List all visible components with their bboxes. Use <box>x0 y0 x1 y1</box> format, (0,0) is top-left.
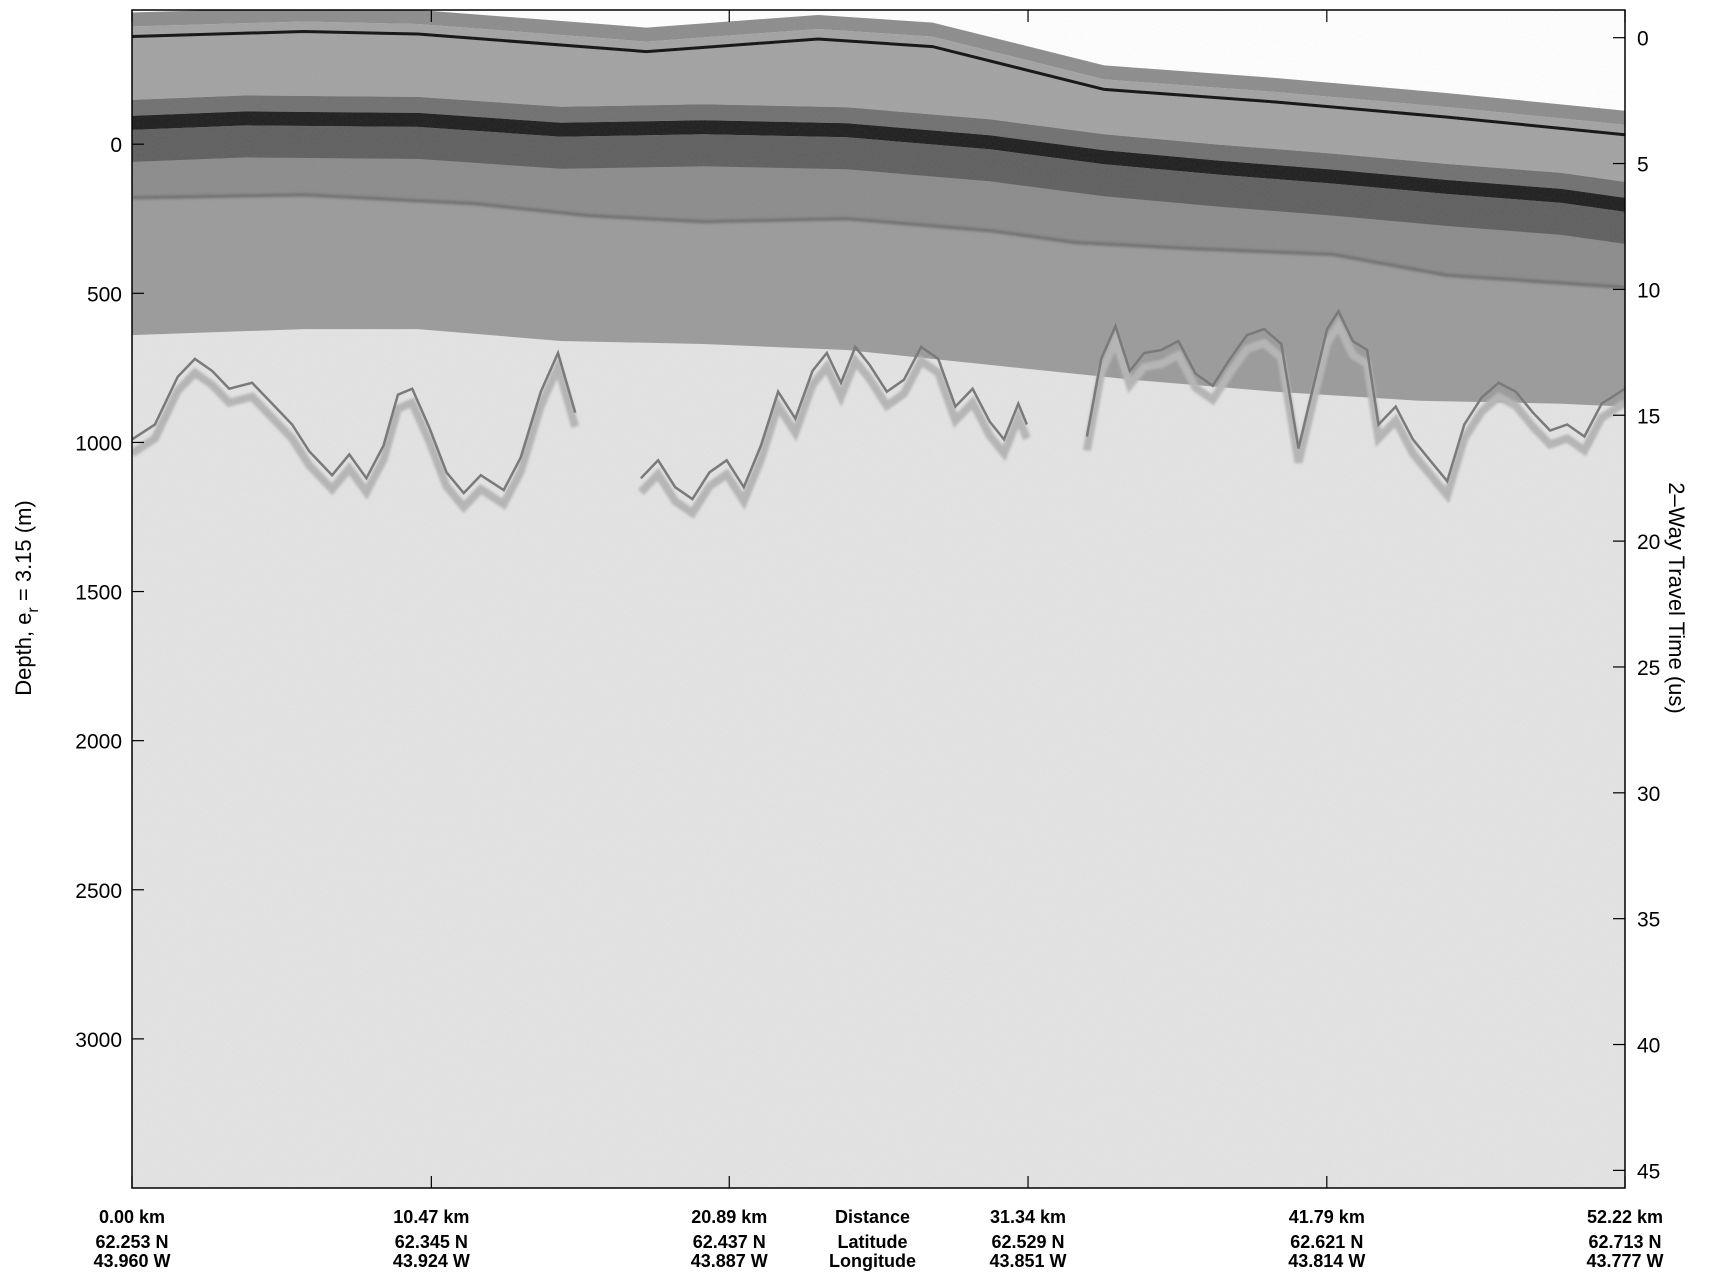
bottom-distance-label: 31.34 km <box>990 1207 1066 1227</box>
bottom-distance-label: 41.79 km <box>1289 1207 1365 1227</box>
left-tick-label: 1500 <box>75 582 122 605</box>
bottom-longitude-label: 43.851 W <box>990 1251 1067 1271</box>
bottom-longitude-label: 43.887 W <box>691 1251 768 1271</box>
bottom-latitude-label: 62.713 N <box>1588 1232 1661 1252</box>
distance-row-title: Distance <box>835 1207 910 1227</box>
bottom-axis <box>131 10 1626 1188</box>
bottom-distance-label: 0.00 km <box>99 1207 165 1227</box>
right-tick-label: 15 <box>1637 405 1660 428</box>
right-tick-label: 5 <box>1637 154 1649 177</box>
bottom-longitude-label: 43.814 W <box>1288 1251 1365 1271</box>
right-tick-label: 20 <box>1637 531 1660 554</box>
bottom-latitude-label: 62.437 N <box>693 1232 766 1252</box>
left-axis: 0 500 1000 1500 2000 2500 3000 <box>75 134 144 1052</box>
left-tick-label: 3000 <box>75 1029 122 1052</box>
bottom-distance-label: 52.22 km <box>1587 1207 1663 1227</box>
radargram-image <box>132 10 1625 1188</box>
bed-echo-halo-1 <box>638 353 1031 519</box>
left-tick-label: 2000 <box>75 731 122 754</box>
bed-echo-0 <box>132 349 577 495</box>
plot-frame <box>131 9 1626 1189</box>
bottom-longitude-label: 43.960 W <box>93 1251 170 1271</box>
right-axis-title: 2–Way Travel Time (us) <box>1664 482 1689 713</box>
right-tick-label: 30 <box>1637 783 1660 806</box>
bed-echo-halo-2 <box>1082 316 1625 504</box>
left-axis-title-prefix: Depth, e <box>11 613 36 696</box>
right-tick-label: 10 <box>1637 279 1660 302</box>
bottom-distance-label: 20.89 km <box>691 1207 767 1227</box>
bottom-latitude-label: 62.253 N <box>95 1232 168 1252</box>
right-tick-label: 0 <box>1637 28 1649 51</box>
bed-echo-2 <box>1085 308 1625 484</box>
left-axis-title-suffix: = 3.15 (m) <box>11 500 36 607</box>
left-tick-label: 1000 <box>75 432 122 455</box>
bottom-latitude-label: 62.529 N <box>991 1232 1064 1252</box>
longitude-row-title: Longitude <box>829 1251 916 1271</box>
right-tick-label: 45 <box>1637 1160 1660 1183</box>
left-tick-label: 0 <box>110 134 122 157</box>
bed-echo-halo-0 <box>132 355 580 514</box>
left-tick-label: 2500 <box>75 880 122 903</box>
bottom-longitude-label: 43.777 W <box>1586 1251 1663 1271</box>
right-axis: 0 5 10 15 20 25 30 35 40 45 <box>1613 28 1660 1183</box>
bottom-longitude-label: 43.924 W <box>393 1251 470 1271</box>
right-tick-label: 35 <box>1637 909 1660 932</box>
left-axis-title: Depth, er = 3.15 (m) <box>11 500 42 695</box>
right-tick-label: 25 <box>1637 657 1660 680</box>
bottom-latitude-label: 62.345 N <box>395 1232 468 1252</box>
bottom-latitude-label: 62.621 N <box>1290 1232 1363 1252</box>
left-axis-title-subscript: r <box>25 607 42 613</box>
bottom-distance-label: 10.47 km <box>393 1207 469 1227</box>
left-tick-label: 500 <box>87 283 122 306</box>
speckle-texture <box>132 10 1625 1188</box>
bed-echo-1 <box>639 344 1029 501</box>
latitude-row-title: Latitude <box>837 1232 907 1252</box>
right-tick-label: 40 <box>1637 1035 1660 1058</box>
